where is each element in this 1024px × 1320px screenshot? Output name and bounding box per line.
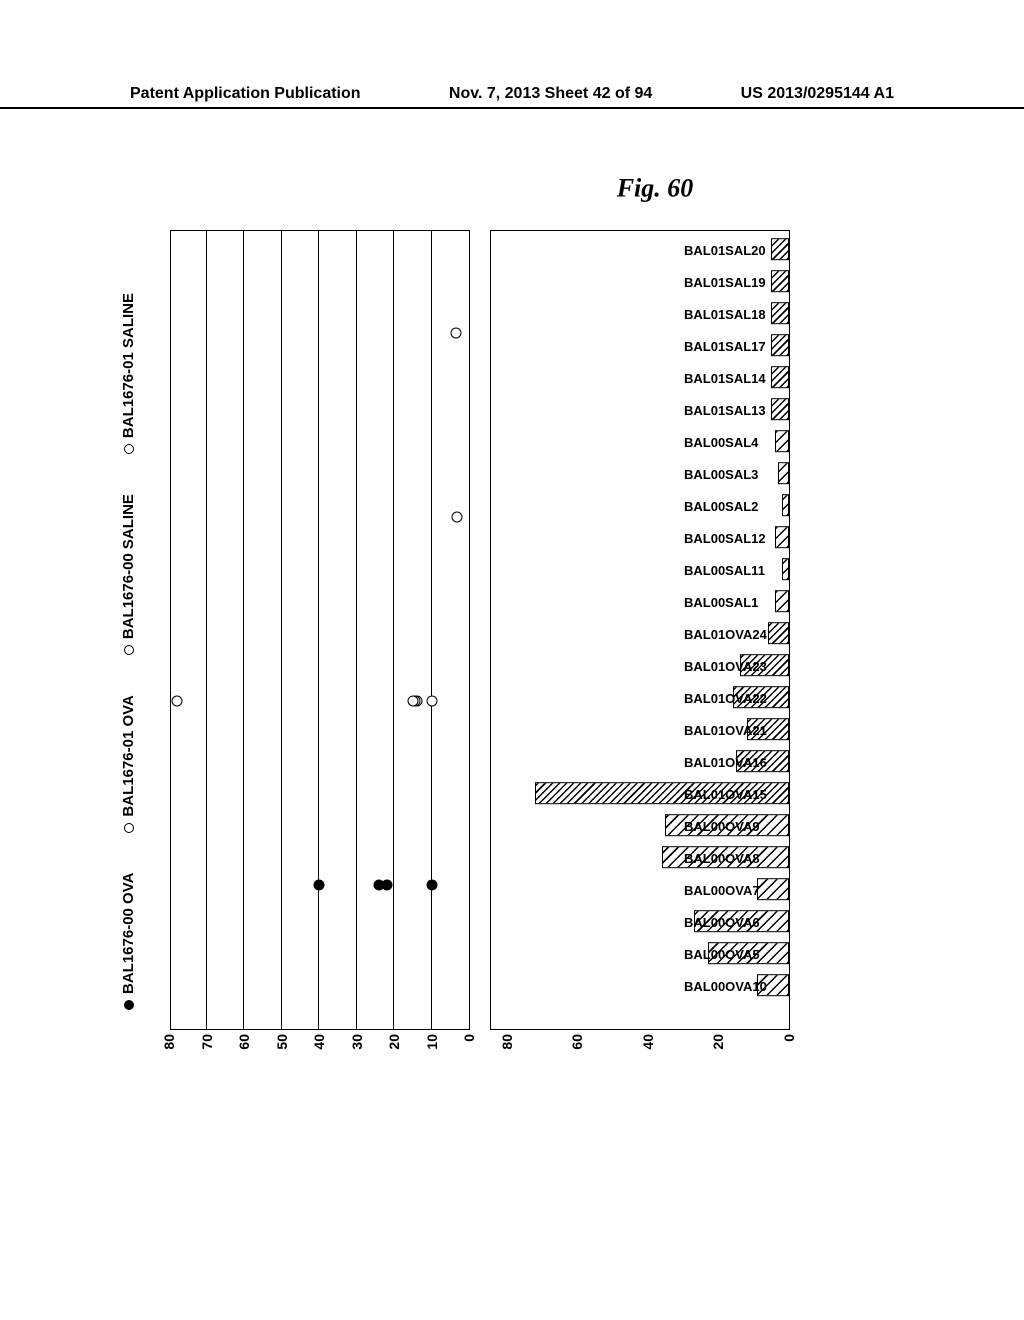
x-tick: BAL00SAL11 xyxy=(684,563,765,578)
legend-label-1: BAL1676-01 OVA xyxy=(120,695,137,816)
open-circle-icon xyxy=(124,444,134,454)
scatter-chart: 01020304050607080 xyxy=(170,230,470,1030)
gridline xyxy=(356,231,357,1029)
gridline xyxy=(243,231,244,1029)
x-tick: BAL01OVA15 xyxy=(684,787,767,802)
page-header: Patent Application Publication Nov. 7, 2… xyxy=(0,85,1024,109)
legend-label-2: BAL1676-00 SALINE xyxy=(120,494,137,639)
scatter-point xyxy=(452,512,463,523)
scatter-point xyxy=(407,696,418,707)
x-tick: BAL00OVA8 xyxy=(684,851,760,866)
y-tick: 0 xyxy=(461,1034,477,1042)
legend-item-1: BAL1676-01 OVA xyxy=(120,695,137,832)
y-tick: 0 xyxy=(781,1034,797,1042)
x-tick: BAL01OVA22 xyxy=(684,691,767,706)
x-tick: BAL00OVA10 xyxy=(684,979,767,994)
open-circle-icon xyxy=(124,645,134,655)
gridline xyxy=(318,231,319,1029)
scatter-point xyxy=(171,696,182,707)
x-tick: BAL01SAL13 xyxy=(684,403,766,418)
header-center: Nov. 7, 2013 Sheet 42 of 94 xyxy=(449,85,652,103)
bottom-x-ticks: BAL00OVA10 BAL00OVA5 BAL00OVA6 BAL00OVA7 BAL… xyxy=(684,231,794,1029)
x-tick: BAL00OVA5 xyxy=(684,947,760,962)
legend-item-0: BAL1676-00 OVA xyxy=(120,873,137,1010)
x-tick: BAL01OVA21 xyxy=(684,723,767,738)
legend: BAL1676-00 OVA BAL1676-01 OVA BAL1676-00… xyxy=(120,293,137,1010)
header-left: Patent Application Publication xyxy=(130,85,361,103)
figure-wrap: BAL1676-00 OVA BAL1676-01 OVA BAL1676-00… xyxy=(120,200,900,1070)
legend-label-3: BAL1676-01 SALINE xyxy=(120,293,137,438)
y-tick: 70 xyxy=(199,1034,215,1050)
y-tick: 50 xyxy=(274,1034,290,1050)
x-tick: BAL00SAL12 xyxy=(684,531,766,546)
y-tick: 60 xyxy=(569,1034,585,1050)
filled-circle-icon xyxy=(124,1000,134,1010)
open-circle-icon xyxy=(124,823,134,833)
x-tick: BAL01OVA16 xyxy=(684,755,767,770)
x-tick: BAL00OVA7 xyxy=(684,883,760,898)
scatter-point xyxy=(374,880,385,891)
x-tick: BAL01OVA24 xyxy=(684,627,767,642)
x-tick: BAL01SAL19 xyxy=(684,275,766,290)
figure-rotated-container: BAL1676-00 OVA BAL1676-01 OVA BAL1676-00… xyxy=(75,245,945,1025)
y-tick: 20 xyxy=(386,1034,402,1050)
y-tick: 10 xyxy=(424,1034,440,1050)
x-tick: BAL01SAL17 xyxy=(684,339,766,354)
y-tick: 60 xyxy=(236,1034,252,1050)
legend-item-3: BAL1676-01 SALINE xyxy=(120,293,137,454)
bottom-y-ticks: 020406080 xyxy=(491,1034,789,1064)
x-tick: BAL00SAL2 xyxy=(684,499,758,514)
scatter-point xyxy=(314,880,325,891)
x-tick: BAL01OVA23 xyxy=(684,659,767,674)
x-tick: BAL01SAL18 xyxy=(684,307,766,322)
top-y-ticks: 01020304050607080 xyxy=(171,1034,469,1064)
x-tick: BAL01SAL14 xyxy=(684,371,766,386)
x-tick: BAL00SAL1 xyxy=(684,595,758,610)
scatter-point xyxy=(426,696,437,707)
y-tick: 80 xyxy=(499,1034,515,1050)
y-tick: 40 xyxy=(640,1034,656,1050)
header-right: US 2013/0295144 A1 xyxy=(741,85,894,103)
y-tick: 20 xyxy=(710,1034,726,1050)
gridline xyxy=(431,231,432,1029)
bar-chart: 020406080 BAL00OVA10BAL00OVA5BAL00OVA6BA… xyxy=(490,230,790,1030)
x-tick: BAL00SAL4 xyxy=(684,435,758,450)
y-tick: 30 xyxy=(349,1034,365,1050)
x-tick: BAL00OVA6 xyxy=(684,915,760,930)
x-tick: BAL01SAL20 xyxy=(684,243,766,258)
y-tick: 80 xyxy=(161,1034,177,1050)
legend-label-0: BAL1676-00 OVA xyxy=(120,873,137,994)
gridline xyxy=(281,231,282,1029)
y-tick: 40 xyxy=(311,1034,327,1050)
gridline xyxy=(393,231,394,1029)
x-tick: BAL00OVA9 xyxy=(684,819,760,834)
gridline xyxy=(206,231,207,1029)
legend-item-2: BAL1676-00 SALINE xyxy=(120,494,137,655)
scatter-point xyxy=(451,328,462,339)
figure-label: Fig. 60 xyxy=(617,173,694,203)
x-tick: BAL00SAL3 xyxy=(684,467,758,482)
scatter-point xyxy=(426,880,437,891)
